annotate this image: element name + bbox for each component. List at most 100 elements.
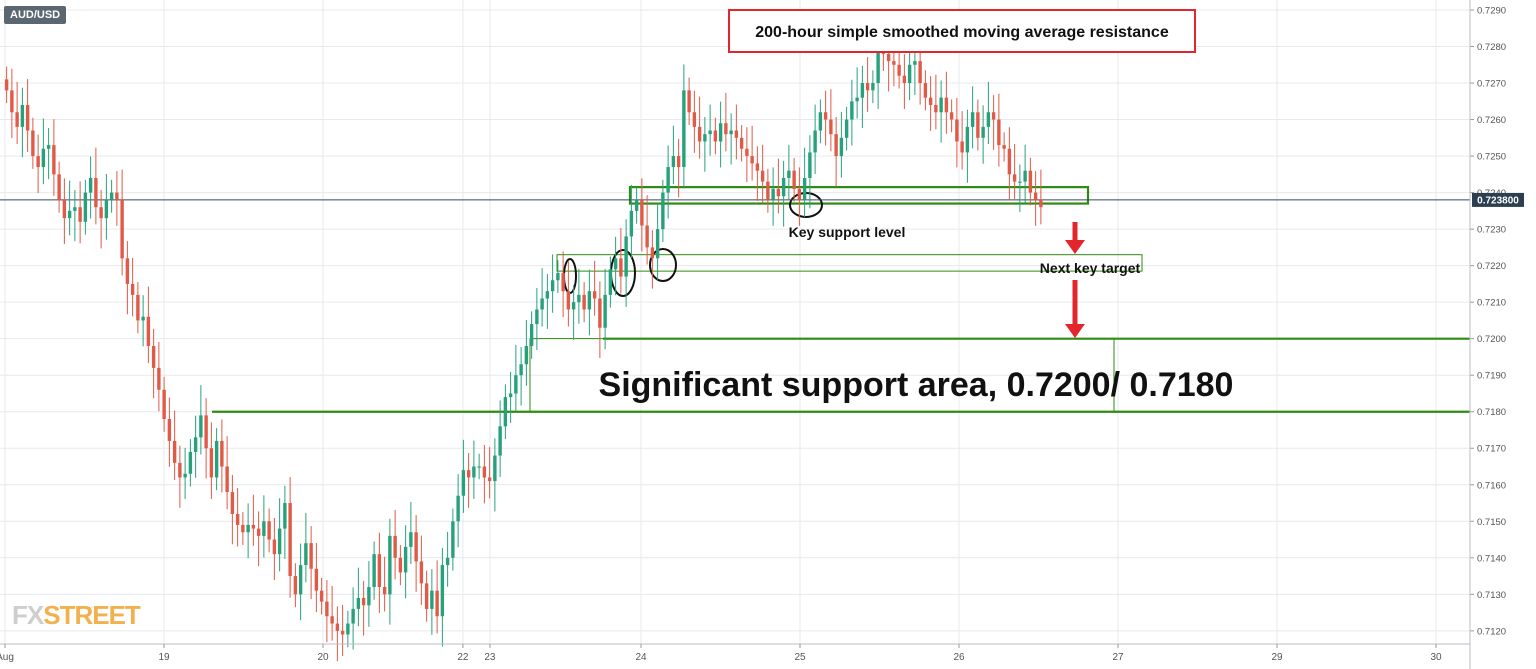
candle-body bbox=[1018, 181, 1022, 183]
candle-body bbox=[944, 97, 949, 113]
candle-body bbox=[981, 126, 985, 138]
candle-body bbox=[766, 181, 770, 200]
candle-body bbox=[472, 466, 476, 478]
logo-part-fx: FX bbox=[12, 600, 44, 630]
candle-body bbox=[986, 112, 991, 127]
y-tick-label: 0.7170 bbox=[1477, 444, 1506, 455]
candle-body bbox=[734, 130, 739, 138]
candle-body bbox=[949, 112, 954, 120]
candle-body bbox=[73, 207, 77, 211]
candle-body bbox=[109, 192, 114, 200]
y-tick-label: 0.7200 bbox=[1477, 334, 1506, 345]
x-tick-label: 30 bbox=[1430, 652, 1442, 663]
candle-body bbox=[487, 477, 492, 482]
candle-body bbox=[136, 294, 140, 321]
candle-body bbox=[314, 568, 319, 591]
candle-body bbox=[939, 97, 943, 113]
candle-body bbox=[225, 466, 229, 493]
candle-body bbox=[466, 470, 471, 478]
candle-body bbox=[367, 587, 371, 606]
candle-body bbox=[776, 188, 781, 197]
candle-body bbox=[1002, 145, 1006, 149]
candle-body bbox=[31, 130, 35, 157]
candle-body bbox=[634, 199, 639, 211]
candle-body bbox=[592, 291, 597, 299]
candle-body bbox=[729, 130, 733, 135]
y-tick-label: 0.7280 bbox=[1477, 42, 1506, 53]
candle-body bbox=[46, 145, 51, 149]
candle-body bbox=[976, 112, 980, 138]
down-arrow-head bbox=[1065, 240, 1085, 254]
price-axis: 0.7120 0.7130 0.7140 0.7150 0.7160 0.7170 0.71… bbox=[1469, 0, 1506, 669]
candle-body bbox=[88, 177, 93, 193]
candle-body bbox=[230, 492, 235, 514]
candle-body bbox=[865, 83, 870, 91]
candle-body bbox=[382, 587, 387, 595]
candle-body bbox=[477, 466, 481, 468]
candle-body bbox=[556, 272, 560, 281]
candle-body bbox=[419, 561, 424, 584]
candle-body bbox=[892, 61, 896, 65]
y-tick-label: 0.7220 bbox=[1477, 261, 1506, 272]
candle-body bbox=[62, 199, 67, 219]
fxstreet-logo: FXSTREET bbox=[12, 600, 141, 631]
y-tick-label: 0.7130 bbox=[1477, 590, 1506, 601]
candle-body bbox=[813, 130, 817, 153]
x-tick-label: 22 bbox=[457, 652, 469, 663]
candle-body bbox=[272, 539, 277, 555]
candle-body bbox=[256, 528, 261, 536]
candle-body bbox=[713, 130, 718, 142]
candle-body bbox=[603, 294, 607, 328]
key-support-label: Key support level bbox=[789, 224, 906, 240]
x-tick-label: 19 bbox=[158, 652, 170, 663]
candle-body bbox=[57, 174, 61, 200]
y-tick-label: 0.7180 bbox=[1477, 407, 1506, 418]
candle-body bbox=[1023, 170, 1027, 182]
candle-body bbox=[146, 316, 151, 346]
candle-body bbox=[907, 64, 912, 84]
candle-body bbox=[183, 473, 187, 478]
candle-body bbox=[598, 298, 602, 328]
candle-body bbox=[188, 451, 193, 474]
logo-part-street: STREET bbox=[43, 600, 141, 630]
candle-body bbox=[671, 156, 676, 168]
candle-body bbox=[886, 53, 891, 62]
grid bbox=[0, 0, 1470, 644]
candle-body bbox=[781, 177, 786, 197]
candle-body bbox=[482, 466, 487, 478]
candle-body bbox=[855, 97, 859, 102]
candle-body bbox=[193, 437, 198, 452]
candle-body bbox=[571, 302, 576, 310]
candle-body bbox=[797, 188, 802, 200]
candle-body bbox=[461, 470, 466, 496]
candle-body bbox=[157, 367, 161, 390]
candle-body bbox=[760, 170, 765, 182]
highlight-ellipse bbox=[563, 258, 577, 294]
candle-body bbox=[267, 521, 271, 540]
candle-body bbox=[577, 294, 581, 303]
candle-body bbox=[1033, 192, 1038, 200]
candle-body bbox=[787, 170, 791, 178]
candle-body bbox=[844, 119, 849, 138]
candle-body bbox=[288, 503, 292, 577]
y-tick-label: 0.7140 bbox=[1477, 553, 1506, 564]
candle-body bbox=[755, 163, 760, 171]
candle-body bbox=[550, 280, 555, 292]
candle-body bbox=[67, 210, 72, 219]
candle-body bbox=[424, 583, 429, 609]
candle-body bbox=[624, 236, 628, 277]
candle-body bbox=[340, 630, 345, 635]
candle-body bbox=[823, 112, 828, 120]
candle-body bbox=[629, 210, 634, 237]
candle-body bbox=[991, 112, 996, 120]
candle-body bbox=[214, 440, 219, 478]
candle-body bbox=[393, 535, 397, 558]
candle-body bbox=[792, 170, 796, 189]
candle-body bbox=[970, 112, 975, 127]
candle-body bbox=[130, 283, 135, 295]
candle-body bbox=[503, 397, 508, 427]
resistance-annotation-box bbox=[728, 9, 1196, 53]
candle-body bbox=[430, 590, 434, 609]
candle-body bbox=[724, 123, 728, 135]
candle-body bbox=[676, 156, 681, 168]
